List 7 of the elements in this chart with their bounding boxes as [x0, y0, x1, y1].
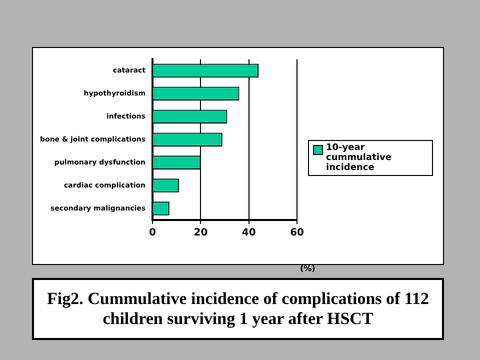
legend-label: 10-year cummulative incidence — [326, 143, 392, 173]
x-tick-label: 20 — [194, 228, 208, 239]
x-tick-label: 60 — [290, 228, 304, 239]
text: Fig2. Cummulative incidence of complications of 112 children surviving 1 year after HSCT — [32, 278, 444, 340]
x-tick-label: 0 — [149, 228, 156, 239]
x-axis-title: (%) — [300, 264, 316, 273]
x-tick-label: 40 — [242, 228, 256, 239]
